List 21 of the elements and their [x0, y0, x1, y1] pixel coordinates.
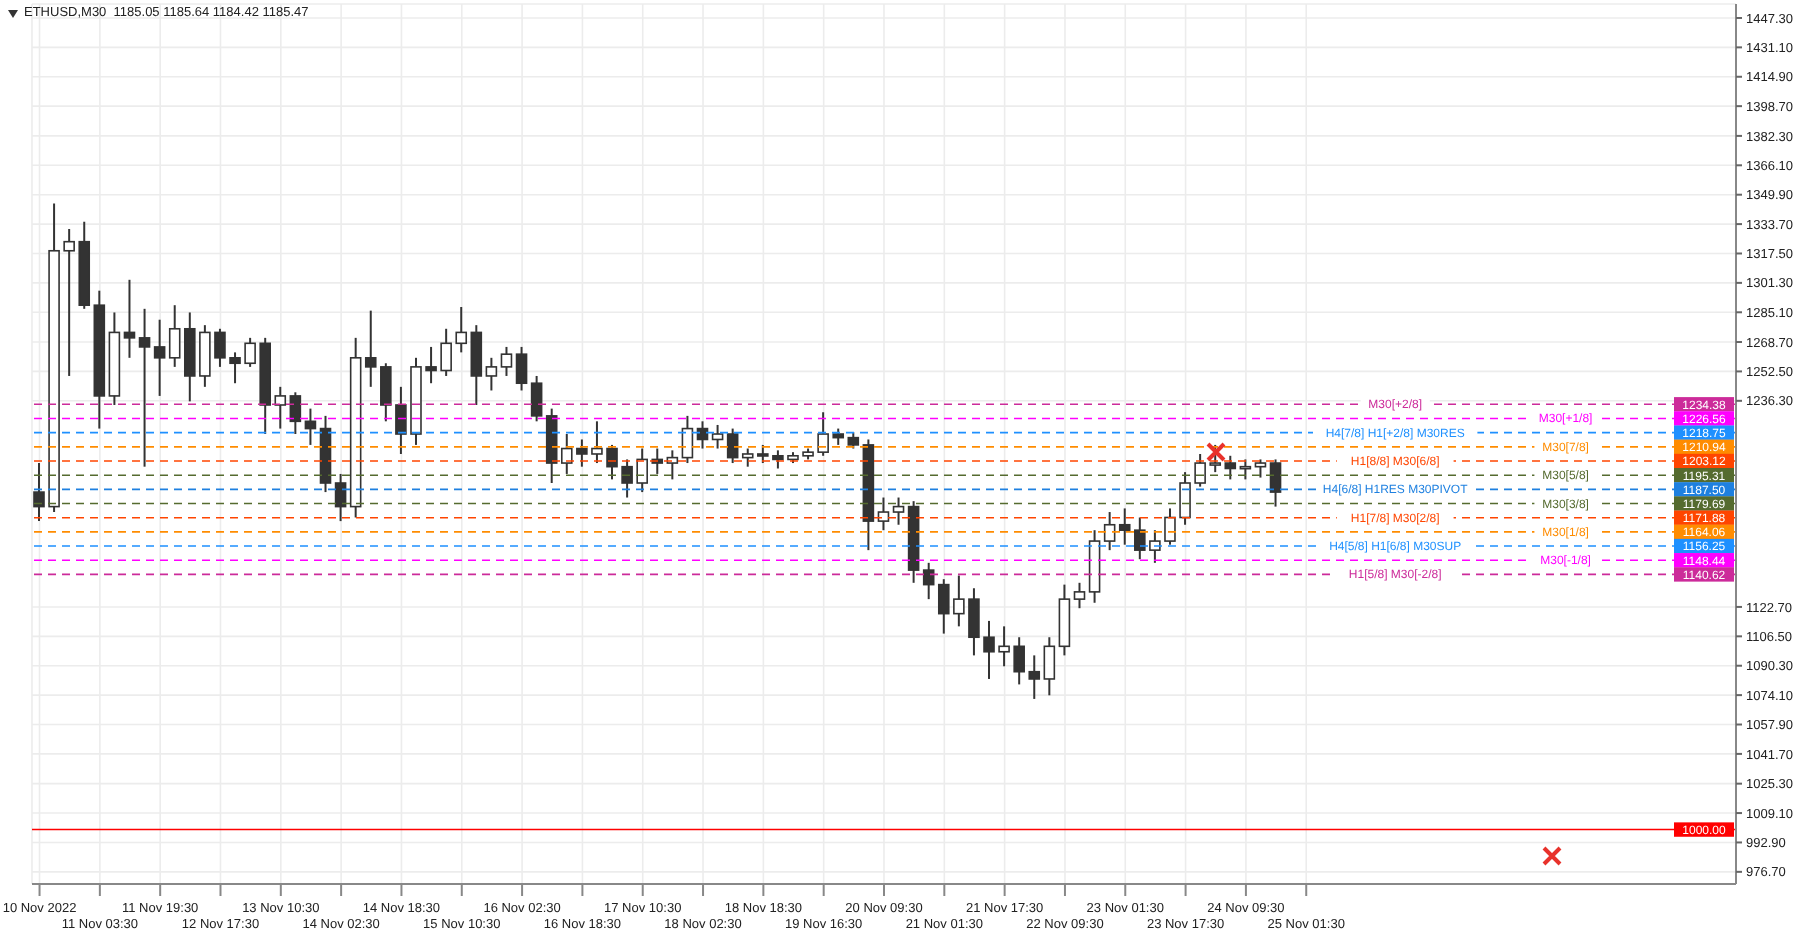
candlestick — [1269, 458, 1282, 508]
candlestick — [726, 427, 739, 465]
candlestick — [289, 391, 302, 436]
candlestick — [515, 345, 528, 392]
candlestick — [892, 496, 905, 526]
candlestick — [711, 423, 724, 450]
candlestick — [153, 318, 166, 397]
candlestick — [530, 374, 543, 423]
candlestick — [1043, 636, 1056, 697]
candlestick — [138, 307, 151, 468]
candlestick — [470, 324, 483, 406]
candlestick — [334, 472, 347, 523]
candlestick — [877, 496, 890, 532]
candlestick — [922, 561, 935, 601]
candlestick — [123, 278, 136, 359]
candlestick — [500, 345, 513, 377]
candlestick — [1254, 458, 1267, 479]
candlestick — [1103, 511, 1116, 552]
candlestick — [1073, 581, 1086, 610]
candlestick — [485, 356, 498, 392]
candlestick — [1058, 583, 1071, 657]
